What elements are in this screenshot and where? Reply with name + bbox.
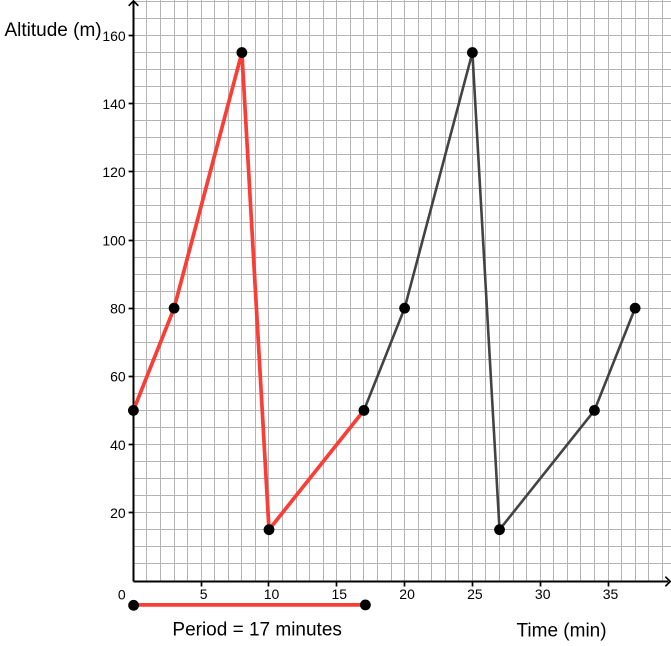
svg-text:40: 40 [110,437,126,453]
svg-text:20: 20 [110,505,126,521]
svg-text:5: 5 [200,586,208,602]
svg-text:Altitude (m): Altitude (m) [5,20,102,41]
svg-text:60: 60 [110,369,126,385]
svg-text:Time (min): Time (min) [517,620,607,641]
svg-text:100: 100 [102,232,126,248]
svg-text:35: 35 [603,586,619,602]
svg-text:160: 160 [102,28,126,44]
svg-text:Period = 17 minutes: Period = 17 minutes [172,620,342,641]
svg-text:20: 20 [399,586,415,602]
svg-text:25: 25 [467,586,483,602]
svg-text:80: 80 [110,300,126,316]
svg-text:15: 15 [332,586,348,602]
svg-text:140: 140 [102,96,126,112]
svg-text:10: 10 [264,586,280,602]
svg-text:120: 120 [102,164,126,180]
svg-text:30: 30 [535,586,551,602]
svg-text:0: 0 [118,587,126,603]
